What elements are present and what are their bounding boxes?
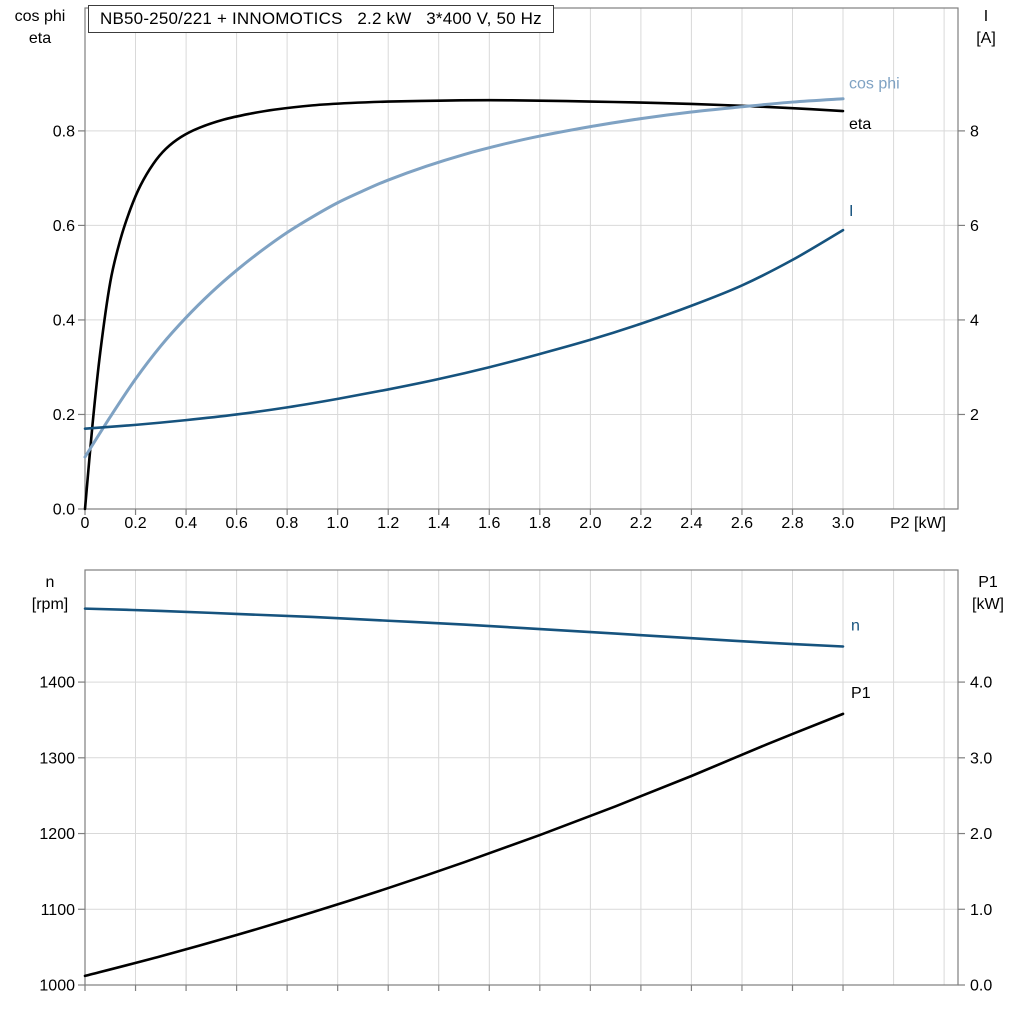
x-tick-label: 3.0 [832, 515, 854, 532]
left-tick-label: 0.4 [53, 312, 75, 329]
left-tick-label: 0.8 [53, 123, 75, 140]
right-tick-label: 2 [970, 407, 979, 424]
x-tick-label: 0.2 [124, 515, 146, 532]
curve-label-P1: P1 [851, 685, 871, 702]
axis-title-line: [kW] [972, 596, 1004, 613]
right-tick-label: 1.0 [970, 902, 992, 919]
left-tick-label: 0.0 [53, 502, 75, 519]
axis-title-line: [A] [976, 30, 996, 47]
plot-frame [84, 7, 959, 510]
left-tick-label: 0.6 [53, 218, 75, 235]
axis-title-line: I [983, 8, 989, 25]
x-tick-label: 1.0 [327, 515, 349, 532]
left-tick-label: 1100 [41, 902, 76, 919]
axis-title-line: n [45, 574, 55, 591]
bottom-right-axis-title: P1 [kW] [958, 572, 1018, 616]
top-right-axis-title: I [A] [958, 6, 1014, 50]
right-tick-label: 6 [970, 218, 979, 235]
x-tick-label: 0.8 [276, 515, 298, 532]
left-tick-label: 1300 [39, 750, 75, 767]
axis-title-line: [rpm] [31, 596, 69, 613]
curve-I [83, 228, 845, 430]
x-tick-label: 2.6 [731, 515, 753, 532]
x-tick-label: 2.2 [630, 515, 652, 532]
x-tick-label: 0 [81, 515, 90, 532]
left-tick-label: 0.2 [53, 407, 75, 424]
left-tick-label: 1000 [39, 978, 75, 995]
curve-label-n: n [851, 617, 860, 634]
x-tick-label: 2.0 [579, 515, 601, 532]
x-tick-label: 1.6 [478, 515, 500, 532]
curve-label-eta: eta [849, 116, 871, 133]
right-tick-label: 4.0 [970, 675, 992, 692]
curve-eta [83, 98, 845, 511]
right-tick-label: 0.0 [970, 978, 992, 995]
top-left-axis-title: cos phi eta [2, 6, 78, 50]
curve-label-cos-phi: cos phi [849, 76, 900, 93]
curve-P1 [83, 712, 845, 978]
curve-n [83, 607, 845, 648]
x-tick-label: 0.6 [225, 515, 247, 532]
right-tick-label: 2.0 [970, 826, 992, 843]
bottom-left-axis-title: n [rpm] [8, 572, 92, 616]
right-tick-label: 8 [970, 123, 979, 140]
left-tick-label: 1400 [39, 675, 75, 692]
x-tick-label: 1.8 [529, 515, 551, 532]
curve-cos-phi [83, 97, 845, 459]
curve-label-I: I [849, 203, 853, 220]
x-tick-label: 0.4 [175, 515, 197, 532]
right-tick-label: 4 [970, 312, 979, 329]
chart-bottom: 1000 1100 1200 1300 1400 0.0 1.0 2.0 3.0 4.0 n P1 [39, 569, 992, 995]
x-axis-label: P2 [kW] [890, 515, 946, 532]
x-tick-label: 1.2 [377, 515, 399, 532]
axis-title-line: P1 [978, 574, 998, 591]
x-tick-label: 2.4 [680, 515, 702, 532]
chart-top: 0.0 0.2 0.4 0.6 0.8 2 4 6 8 0 0.2 0.4 0.6 0.8 1.0 1.2 1.… [53, 7, 979, 532]
left-tick-label: 1200 [39, 826, 75, 843]
axis-title-line: eta [28, 30, 52, 47]
chart-title-box: NB50-250/221 + INNOMOTICS 2.2 kW 3*400 V… [88, 5, 554, 33]
x-tick-label: 1.4 [428, 515, 450, 532]
axis-title-line: cos phi [14, 8, 66, 25]
plot-frame [84, 569, 959, 986]
x-tick-label: 2.8 [781, 515, 803, 532]
right-tick-label: 3.0 [970, 750, 992, 767]
